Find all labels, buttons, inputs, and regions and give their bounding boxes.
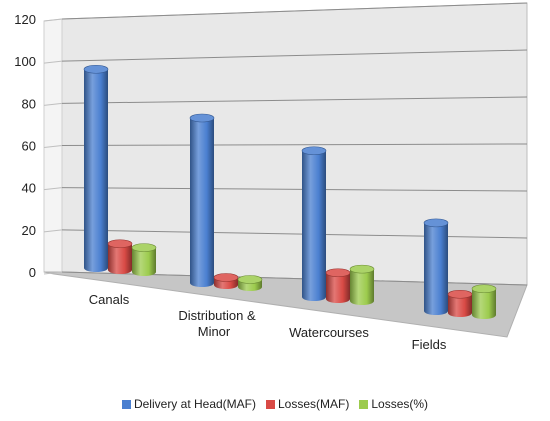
gridline (61, 96, 528, 104)
gridline (61, 2, 528, 20)
y-tick-label: 60 (22, 139, 36, 154)
bar (107, 239, 133, 274)
y-tick-label: 20 (22, 223, 36, 238)
y-tick-label: 100 (14, 54, 36, 69)
legend-label: Delivery at Head(MAF) (133, 397, 256, 411)
legend-item: Losses(MAF) (266, 397, 349, 411)
legend-label: Losses(%) (371, 397, 429, 411)
legend-swatch (121, 399, 131, 409)
bar (423, 218, 449, 315)
chart-walls (43, 2, 528, 338)
x-axis-labels: Canals Distribution & Minor Watercourses Fie… (89, 292, 447, 352)
legend-label: Losses(MAF) (278, 397, 350, 411)
bar (471, 284, 497, 319)
legend-swatch (359, 399, 369, 409)
gridline-side (43, 18, 63, 22)
bar (349, 264, 375, 305)
y-tick-label: 120 (14, 12, 36, 27)
x-tick-label: Watercourses (289, 325, 369, 340)
x-tick-label: Fields (412, 337, 447, 352)
y-axis-ticks: 0 20 40 60 80 100 120 (14, 12, 36, 280)
gridline-side (43, 60, 63, 64)
legend-swatch (266, 399, 275, 409)
bar (447, 289, 473, 317)
gridline (61, 49, 528, 62)
bars (83, 64, 497, 319)
gridline (61, 143, 528, 146)
legend-item: Losses(%) (359, 397, 428, 411)
gridlines (43, 2, 528, 286)
legend: Delivery at Head(MAF) Losses(MAF) Losses(%… (0, 397, 550, 411)
bar (189, 113, 215, 287)
x-tick-label: Distribution & Minor (178, 308, 256, 339)
gridline-side (43, 145, 63, 148)
legend-item: Delivery at Head(MAF) (121, 397, 256, 411)
bar (325, 268, 351, 303)
gridline-side (43, 102, 63, 106)
y-tick-label: 40 (22, 181, 36, 196)
gridline-side (43, 271, 63, 275)
bar (83, 64, 109, 272)
bar (237, 275, 263, 291)
gridline-side (43, 187, 63, 191)
y-tick-label: 0 (29, 265, 36, 280)
bar (301, 146, 327, 301)
y-tick-label: 80 (22, 96, 36, 111)
bar (131, 243, 157, 276)
gridline (61, 187, 528, 192)
gridline-side (43, 229, 63, 233)
bar (213, 273, 239, 289)
x-tick-label: Canals (89, 292, 130, 307)
gridline (61, 229, 528, 239)
